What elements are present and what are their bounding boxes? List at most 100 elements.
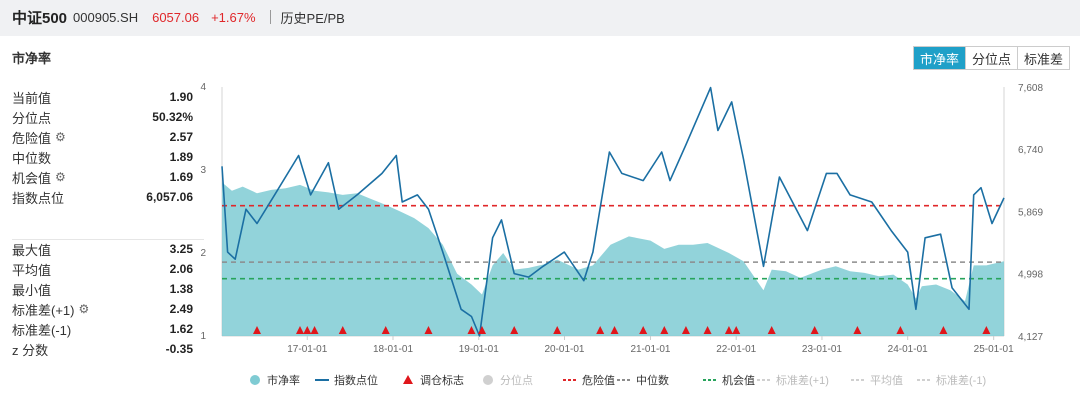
rebalance-marker: [295, 326, 304, 334]
header-divider: [269, 10, 271, 24]
stat-label: 最小值: [12, 280, 51, 299]
stat-label: 中位数: [12, 148, 51, 167]
rebalance-marker: [596, 326, 605, 334]
index-change: +1.67%: [211, 9, 256, 25]
rebalance-marker: [510, 326, 519, 334]
rebalance-marker: [939, 326, 948, 334]
stat-value: 2.57: [169, 130, 193, 144]
rebalance-marker: [660, 326, 669, 334]
stat-label-text: 标准差(+1): [12, 302, 75, 318]
stat-row: 最小值 1.38: [0, 279, 205, 299]
rebalance-marker: [853, 326, 862, 334]
rebalance-marker: [253, 326, 262, 334]
pb-area: [222, 182, 1004, 336]
header-bar: 中证500 000905.SH 6057.06 +1.67% 历史PE/PB: [0, 0, 1080, 34]
metric-tabs: 市净率 分位点 标准差: [913, 46, 1071, 70]
rebalance-marker: [703, 326, 712, 334]
stat-label-text: 机会值: [12, 170, 52, 186]
legend-label: 分位点: [500, 373, 533, 387]
stat-value: 50.32%: [152, 110, 193, 124]
legend-label: 机会值: [722, 373, 755, 387]
y-right-tick-label: 5,869: [1018, 207, 1043, 218]
legend-label: 标准差(-1): [936, 373, 986, 387]
x-tick-label: 18-01-01: [373, 344, 413, 355]
gear-icon[interactable]: ⚙: [78, 302, 90, 316]
legend-marker: [250, 375, 260, 385]
stat-row: z 分数 -0.35: [0, 339, 205, 359]
legend-marker: [483, 375, 493, 385]
rebalance-marker: [610, 326, 619, 334]
stat-value: 1.69: [169, 170, 193, 184]
y-left-tick-label: 2: [200, 248, 206, 259]
y-left-tick-label: 3: [200, 165, 206, 176]
stat-value: 1.90: [169, 90, 193, 104]
stat-label: 危险值 ⚙: [12, 128, 66, 147]
stat-row: 分位点 50.32%: [0, 107, 205, 127]
stat-label: 分位点: [12, 108, 51, 127]
rebalance-marker: [982, 326, 991, 334]
legend-label: 调仓标志: [420, 373, 464, 387]
pb-chart: 1 2 3 4 4,127 4,998 5,869 6,740 7,608 17-01-01 18-…: [200, 82, 1043, 387]
rebalance-marker: [310, 326, 319, 334]
stat-value: 1.89: [169, 150, 193, 164]
stats-top: 当前值 1.90 分位点 50.32% 危险值 ⚙ 2.57 中位数 1.89 机会值 ⚙ 1.69 指…: [0, 87, 205, 207]
page-title[interactable]: 历史PE/PB: [280, 10, 345, 26]
stats-bottom: 最大值 3.25 平均值 2.06 最小值 1.38 标准差(+1) ⚙ 2.49 标准差(-1)…: [0, 239, 205, 359]
stat-row: 平均值 2.06: [0, 259, 205, 279]
stat-label: z 分数: [12, 340, 48, 359]
gear-icon[interactable]: ⚙: [55, 130, 66, 144]
tab-std[interactable]: 标准差: [1017, 47, 1070, 69]
stat-label-text: 危险值: [12, 130, 52, 146]
tab-percentile[interactable]: 分位点: [965, 47, 1018, 69]
y-left-tick-label: 1: [200, 331, 206, 342]
x-tick-label: 19-01-01: [459, 344, 499, 355]
gear-icon[interactable]: ⚙: [55, 170, 66, 184]
stat-row: 机会值 ⚙ 1.69: [0, 167, 205, 187]
stat-row: 当前值 1.90: [0, 87, 205, 107]
stat-label-text: 最小值: [12, 282, 52, 298]
rebalance-marker: [303, 326, 312, 334]
stat-label: 平均值: [12, 260, 51, 279]
legend-label: 市净率: [267, 373, 300, 387]
stat-row: 危险值 ⚙ 2.57: [0, 127, 205, 147]
card-title: 市净率: [12, 51, 52, 66]
stat-value: -0.35: [165, 342, 193, 356]
stat-label: 指数点位: [12, 188, 64, 207]
stat-value: 2.49: [169, 302, 193, 316]
stat-row: 中位数 1.89: [0, 147, 205, 167]
stat-label-text: z 分数: [12, 342, 49, 358]
stat-label-text: 指数点位: [12, 190, 65, 206]
legend-label: 标准差(+1): [776, 373, 829, 387]
stat-row: 标准差(-1) 1.62: [0, 319, 205, 339]
stats-divider: [12, 239, 204, 240]
stat-label-text: 分位点: [12, 110, 52, 126]
rebalance-marker: [810, 326, 819, 334]
stat-label: 标准差(+1) ⚙: [12, 300, 89, 319]
stat-row: 指数点位 6,057.06: [0, 187, 205, 207]
stat-label-text: 当前值: [12, 90, 52, 106]
index-name: 中证500: [12, 9, 68, 27]
stat-label-text: 中位数: [12, 150, 52, 166]
rebalance-marker: [681, 326, 690, 334]
legend-label: 危险值: [582, 373, 615, 387]
y-right-tick-label: 4,127: [1018, 332, 1043, 343]
legend-marker: [403, 375, 413, 384]
x-tick-label: 21-01-01: [630, 344, 670, 355]
stat-label-text: 平均值: [12, 262, 52, 278]
stat-value: 1.62: [169, 322, 193, 336]
rebalance-marker: [467, 326, 476, 334]
stat-label-text: 最大值: [12, 242, 52, 258]
stat-value: 6,057.06: [146, 190, 193, 204]
rebalance-marker: [381, 326, 390, 334]
tab-pb[interactable]: 市净率: [914, 47, 966, 69]
x-tick-label: 20-01-01: [544, 344, 584, 355]
rebalance-marker: [896, 326, 905, 334]
stat-value: 2.06: [169, 262, 193, 276]
stat-label-text: 标准差(-1): [12, 322, 72, 338]
x-tick-label: 25-01-01: [974, 344, 1014, 355]
rebalance-marker: [338, 326, 347, 334]
legend-label: 平均值: [870, 374, 903, 387]
chart-card: 市净率 市净率 分位点 标准差 当前值 1.90 分位点 50.32% 危险值 ⚙ 2.57…: [0, 36, 1080, 408]
stat-value: 1.38: [169, 282, 193, 296]
stat-row: 标准差(+1) ⚙ 2.49: [0, 299, 205, 319]
